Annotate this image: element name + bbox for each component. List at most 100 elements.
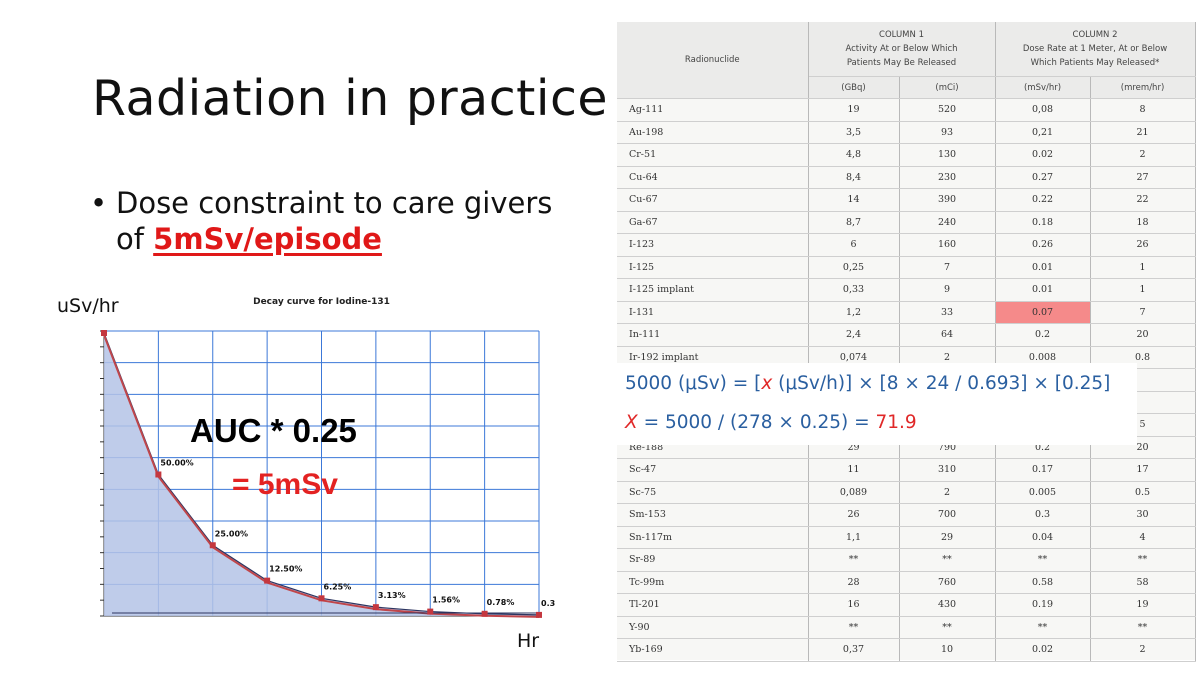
- radionuclide-cell: Tl-201: [617, 593, 809, 617]
- value-cell: 0.07: [995, 301, 1091, 324]
- formula-overlay: [617, 363, 1137, 445]
- value-cell: 0.005: [995, 481, 1091, 504]
- data-point: [264, 577, 271, 584]
- formula1-var: x: [761, 373, 773, 394]
- decay-chart: Decay curve for Iodine-131 50.00% 25.00% 12…: [100, 297, 555, 618]
- table-row: Cu-64 8,4 230 0.27 27: [617, 166, 1196, 189]
- data-point: [372, 604, 379, 611]
- x-axis-label: Hr: [517, 630, 540, 652]
- value-cell: 430: [899, 593, 996, 617]
- table-row: Sm-153 26 700 0.3 30: [617, 503, 1196, 527]
- bullet-marker: •: [90, 186, 108, 220]
- value-cell: 0,08: [995, 98, 1091, 122]
- header-column-1: COLUMN 1 Activity At or Below Which Pati…: [808, 22, 996, 77]
- value-cell: 7: [899, 256, 996, 279]
- formula-line-1: 5000 (μSv) = [x (μSv/h)] × [8 × 24 / 0.6…: [625, 373, 1110, 394]
- formula2-var: X: [625, 412, 638, 433]
- table-row: Ga-67 8,7 240 0.18 18: [617, 211, 1196, 234]
- value-cell: 0.01: [995, 256, 1091, 279]
- radionuclide-cell: Ag-111: [617, 98, 809, 122]
- value-cell: **: [1090, 548, 1196, 572]
- bullet-text-2: of: [116, 222, 144, 256]
- y-axis-label: uSv/hr: [57, 295, 119, 317]
- value-cell: 760: [899, 571, 996, 594]
- table-row: Sc-47 11 310 0.17 17: [617, 458, 1196, 482]
- table-row: Sr-89 ** ** ** **: [617, 548, 1196, 572]
- value-cell: 3,5: [808, 121, 900, 144]
- value-cell: 390: [899, 188, 996, 212]
- value-cell: 6: [808, 233, 900, 257]
- bullet-line-2: of 5mSv/episode: [92, 221, 552, 257]
- value-cell: **: [808, 616, 900, 639]
- value-cell: 17: [1090, 458, 1196, 482]
- value-cell: 0.2: [995, 323, 1091, 347]
- value-cell: 9: [899, 278, 996, 302]
- radionuclide-cell: Yb-169: [617, 638, 809, 662]
- bullet-point: • Dose constraint to care givers of 5mSv…: [90, 185, 553, 257]
- radionuclide-cell: Cu-67: [617, 188, 809, 212]
- value-cell: 0.22: [995, 188, 1091, 212]
- value-cell: 7: [1090, 301, 1196, 324]
- value-cell: 0.26: [995, 233, 1091, 257]
- col1-title: COLUMN 1: [879, 30, 924, 40]
- value-cell: 19: [808, 98, 900, 122]
- value-cell: 520: [899, 98, 996, 122]
- table-row: Yb-169 0,37 10 0.02 2: [617, 638, 1196, 662]
- table-row: Cu-67 14 390 0.22 22: [617, 188, 1196, 212]
- table-row: Tc-99m 28 760 0.58 58: [617, 571, 1196, 594]
- value-cell: 160: [899, 233, 996, 257]
- value-cell: 0.04: [995, 526, 1091, 549]
- radionuclide-cell: Ga-67: [617, 211, 809, 234]
- col1-sub1: Activity At or Below Which: [845, 44, 958, 54]
- value-cell: 93: [899, 121, 996, 144]
- table-row: Y-90 ** ** ** **: [617, 616, 1196, 639]
- value-cell: 4,8: [808, 143, 900, 167]
- value-cell: 1,2: [808, 301, 900, 324]
- data-point: [481, 610, 488, 617]
- value-cell: 0,089: [808, 481, 900, 504]
- value-cell: 22: [1090, 188, 1196, 212]
- data-label: 12.50%: [269, 565, 302, 574]
- value-cell: 20: [1090, 323, 1196, 347]
- data-label: 6.25%: [324, 582, 352, 591]
- data-label: 0.78%: [487, 598, 515, 607]
- data-point: [101, 330, 107, 336]
- value-cell: 0.17: [995, 458, 1091, 482]
- formula-line-2: X = 5000 / (278 × 0.25) = 71.9: [625, 412, 917, 433]
- radionuclide-cell: I-125: [617, 256, 809, 279]
- radionuclide-cell: Cu-64: [617, 166, 809, 189]
- value-cell: 64: [899, 323, 996, 347]
- value-cell: 0,25: [808, 256, 900, 279]
- data-label: 0.39%: [541, 599, 555, 608]
- value-cell: **: [995, 548, 1091, 572]
- value-cell: 10: [899, 638, 996, 662]
- formula1-post: (μSv/h)] × [8 × 24 / 0.693] × [0.25]: [772, 373, 1111, 394]
- bullet-text: Dose constraint to care givers: [116, 186, 553, 220]
- data-label: 50.00%: [160, 459, 193, 468]
- radionuclide-cell: Sc-75: [617, 481, 809, 504]
- radionuclide-cell: Sc-47: [617, 458, 809, 482]
- value-cell: 29: [899, 526, 996, 549]
- value-cell: **: [899, 616, 996, 639]
- value-cell: 230: [899, 166, 996, 189]
- value-cell: 2: [1090, 143, 1196, 167]
- col2-sub1: Dose Rate at 1 Meter, At or Below: [1022, 44, 1168, 54]
- radionuclide-cell: Au-198: [617, 121, 809, 144]
- radionuclide-cell: Sm-153: [617, 503, 809, 527]
- value-cell: 2,4: [808, 323, 900, 347]
- value-cell: 0.02: [995, 143, 1091, 167]
- header-radionuclide: Radionuclide: [617, 22, 809, 99]
- value-cell: 2: [1090, 638, 1196, 662]
- value-cell: 0,21: [995, 121, 1091, 144]
- col2-title: COLUMN 2: [1072, 30, 1118, 40]
- radionuclide-cell: Sn-117m: [617, 526, 809, 549]
- data-point: [318, 595, 325, 602]
- radionuclide-cell: Cr-51: [617, 143, 809, 167]
- unit-msv-hr: (mSv/hr): [995, 76, 1091, 99]
- equals-5msv-annotation: = 5mSv: [232, 468, 338, 501]
- radionuclide-cell: Tc-99m: [617, 571, 809, 594]
- table-row: I-125 implant 0,33 9 0.01 1: [617, 278, 1196, 302]
- value-cell: 30: [1090, 503, 1196, 527]
- table-row: Au-198 3,5 93 0,21 21: [617, 121, 1196, 144]
- value-cell: 0.01: [995, 278, 1091, 302]
